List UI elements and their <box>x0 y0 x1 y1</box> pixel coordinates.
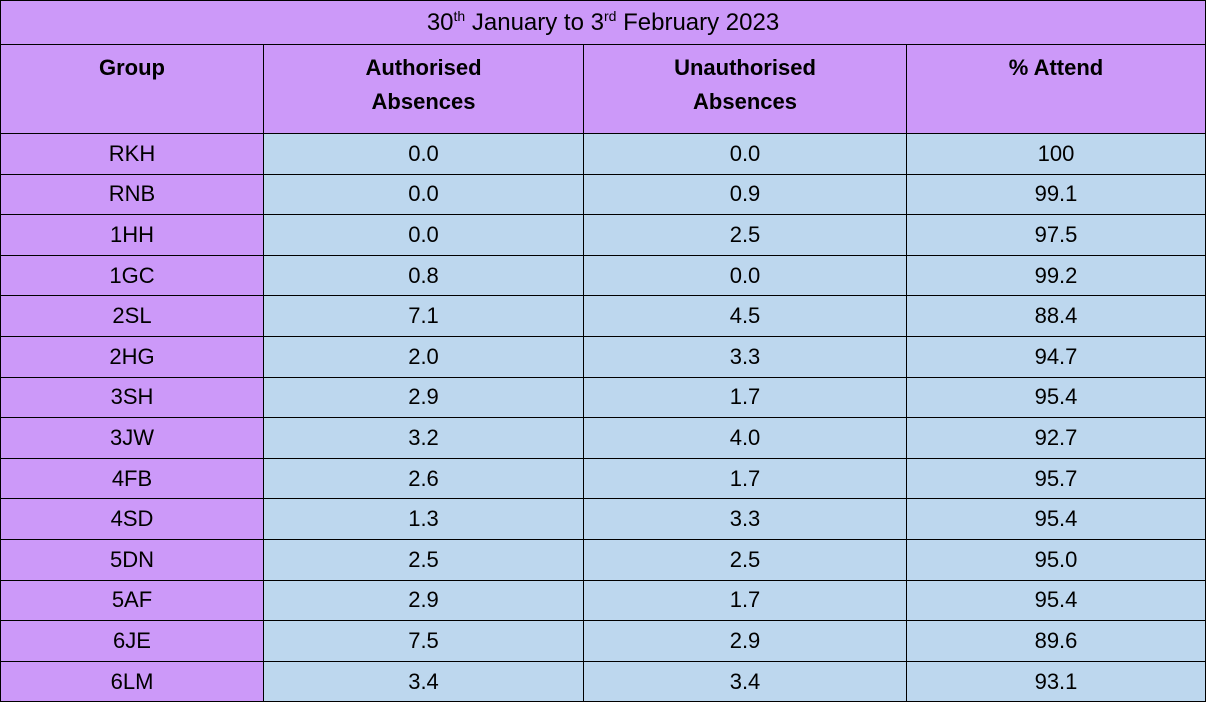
title-text: February 2023 <box>623 8 780 36</box>
value-cell: 99.2 <box>906 254 1206 297</box>
value-cell: 7.5 <box>263 620 584 662</box>
value-cell: 4.0 <box>583 417 907 459</box>
value-cell: 2.9 <box>263 579 584 622</box>
column-header: Authorised Absences <box>263 44 584 134</box>
title-superscript: th <box>453 7 466 24</box>
value-cell: 95.4 <box>906 579 1206 622</box>
value-cell: 95.4 <box>906 498 1206 540</box>
table-body: RKH 0.0 0.0 100 RNB 0.0 0.9 99.1 1HH 0.0 2.5 97.5 1G… <box>0 133 1206 702</box>
table-row: 4FB 2.6 1.7 95.7 <box>0 457 1206 500</box>
header-row: Group Authorised Absences Unauthorised Abs… <box>0 44 1206 134</box>
value-cell: 2.0 <box>263 335 584 378</box>
column-header: Group <box>0 44 264 134</box>
title-text: 30 <box>426 8 454 36</box>
value-cell: 95.4 <box>906 376 1206 419</box>
table-row: 2HG 2.0 3.3 94.7 <box>0 335 1206 378</box>
value-cell: 3.3 <box>583 498 907 540</box>
group-cell: 6LM <box>0 660 264 702</box>
value-cell: 1.3 <box>263 498 584 540</box>
value-cell: 99.1 <box>906 173 1206 216</box>
group-cell: 1GC <box>0 254 264 297</box>
group-cell: 3JW <box>0 417 264 459</box>
value-cell: 0.9 <box>583 173 907 216</box>
column-header: Unauthorised Absences <box>583 44 907 134</box>
value-cell: 3.2 <box>263 417 584 459</box>
value-cell: 2.9 <box>263 376 584 419</box>
value-cell: 94.7 <box>906 335 1206 378</box>
title-text: January to 3 <box>471 8 604 36</box>
table-row: 5DN 2.5 2.5 95.0 <box>0 538 1206 581</box>
table-row: 6JE 7.5 2.9 89.6 <box>0 620 1206 662</box>
value-cell: 2.5 <box>263 538 584 581</box>
table-title: 30th January to 3rd February 2023 <box>0 0 1206 45</box>
value-cell: 2.5 <box>583 214 907 256</box>
group-cell: RNB <box>0 173 264 216</box>
group-cell: 5AF <box>0 579 264 622</box>
value-cell: 2.9 <box>583 620 907 662</box>
value-cell: 1.7 <box>583 579 907 622</box>
group-cell: 2HG <box>0 335 264 378</box>
value-cell: 0.0 <box>263 173 584 216</box>
table-row: 2SL 7.1 4.5 88.4 <box>0 295 1206 337</box>
value-cell: 3.4 <box>263 660 584 702</box>
group-cell: 4SD <box>0 498 264 540</box>
table-row: RKH 0.0 0.0 100 <box>0 133 1206 175</box>
table-row: 3SH 2.9 1.7 95.4 <box>0 376 1206 419</box>
value-cell: 0.8 <box>263 254 584 297</box>
table-row: 6LM 3.4 3.4 93.1 <box>0 660 1206 702</box>
table-row: 1HH 0.0 2.5 97.5 <box>0 214 1206 256</box>
column-header: % Attend <box>906 44 1206 134</box>
group-cell: 2SL <box>0 295 264 337</box>
table-row: 3JW 3.2 4.0 92.7 <box>0 417 1206 459</box>
group-cell: 6JE <box>0 620 264 662</box>
group-cell: 5DN <box>0 538 264 581</box>
value-cell: 1.7 <box>583 457 907 500</box>
value-cell: 0.0 <box>263 214 584 256</box>
value-cell: 97.5 <box>906 214 1206 256</box>
group-cell: 4FB <box>0 457 264 500</box>
group-cell: 3SH <box>0 376 264 419</box>
value-cell: 7.1 <box>263 295 584 337</box>
group-cell: 1HH <box>0 214 264 256</box>
value-cell: 0.0 <box>583 133 907 175</box>
value-cell: 89.6 <box>906 620 1206 662</box>
value-cell: 95.7 <box>906 457 1206 500</box>
table-row: 4SD 1.3 3.3 95.4 <box>0 498 1206 540</box>
value-cell: 95.0 <box>906 538 1206 581</box>
value-cell: 1.7 <box>583 376 907 419</box>
table-row: RNB 0.0 0.9 99.1 <box>0 173 1206 216</box>
value-cell: 0.0 <box>263 133 584 175</box>
value-cell: 3.3 <box>583 335 907 378</box>
value-cell: 93.1 <box>906 660 1206 702</box>
value-cell: 0.0 <box>583 254 907 297</box>
value-cell: 2.6 <box>263 457 584 500</box>
table-row: 1GC 0.8 0.0 99.2 <box>0 254 1206 297</box>
value-cell: 2.5 <box>583 538 907 581</box>
value-cell: 4.5 <box>583 295 907 337</box>
value-cell: 100 <box>906 133 1206 175</box>
title-superscript: rd <box>603 7 617 24</box>
value-cell: 92.7 <box>906 417 1206 459</box>
table-row: 5AF 2.9 1.7 95.4 <box>0 579 1206 622</box>
value-cell: 88.4 <box>906 295 1206 337</box>
group-cell: RKH <box>0 133 264 175</box>
